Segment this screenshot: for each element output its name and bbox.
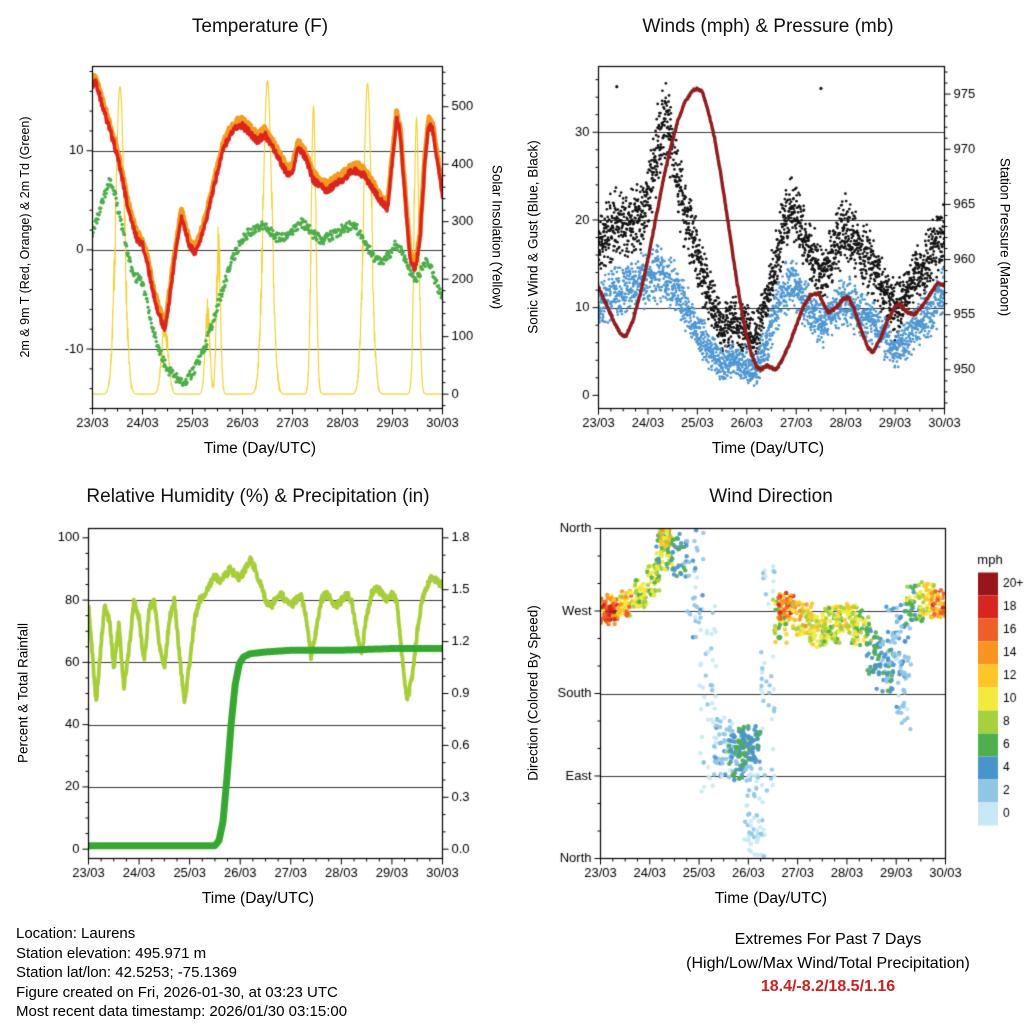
x-axis-label-winds: Time (Day/UTC) (711, 440, 825, 457)
station-latlon-line: Station lat/lon: 42.5253; -75.1369 (16, 964, 238, 981)
station-info-block: Location: Laurens Station elevation: 495… (16, 924, 347, 1022)
extremes-block: Extremes For Past 7 Days (High/Low/Max W… (636, 928, 1020, 999)
winds-pressure-chart-canvas (518, 50, 1018, 442)
figure-created-line: Figure created on Fri, 2026-01-30, at 03… (16, 983, 338, 1001)
station-location-line: Location: Laurens (16, 925, 136, 942)
extremes-subtitle: (High/Low/Max Wind/Total Precipitation) (686, 954, 970, 972)
panel-humidity-precip: Relative Humidity (%) & Precipitation (i… (8, 478, 508, 930)
panel-wind-direction: Wind Direction Direction (Colored By Spe… (518, 478, 1024, 930)
panel-winds-pressure: Winds (mph) & Pressure (mb) Sonic Wind &… (518, 6, 1018, 464)
x-axis-label-humidity: Time (Day/UTC) (201, 890, 315, 907)
chart-title-temperature: Temperature (F) (191, 16, 329, 37)
x-axis-label-wind-direction: Time (Day/UTC) (714, 890, 828, 907)
temperature-chart-canvas (10, 50, 510, 442)
wind-direction-chart-canvas (518, 520, 1024, 892)
panel-temperature: Temperature (F) 2m & 9m T (Red, Orange) … (10, 6, 510, 464)
x-axis-label-temperature: Time (Day/UTC) (203, 440, 317, 457)
chart-title-winds-pressure: Winds (mph) & Pressure (mb) (642, 16, 894, 37)
data-timestamp-line: Most recent data timestamp: 2026/01/30 0… (16, 1003, 348, 1020)
station-elevation-line: Station elevation: 495.971 m (16, 944, 207, 962)
chart-title-humidity-precip: Relative Humidity (%) & Precipitation (i… (86, 486, 430, 507)
extremes-title: Extremes For Past 7 Days (734, 931, 922, 948)
chart-title-wind-direction: Wind Direction (709, 486, 833, 507)
extremes-values: 18.4/-8.2/18.5/1.16 (760, 978, 896, 995)
humidity-precip-chart-canvas (8, 520, 508, 892)
